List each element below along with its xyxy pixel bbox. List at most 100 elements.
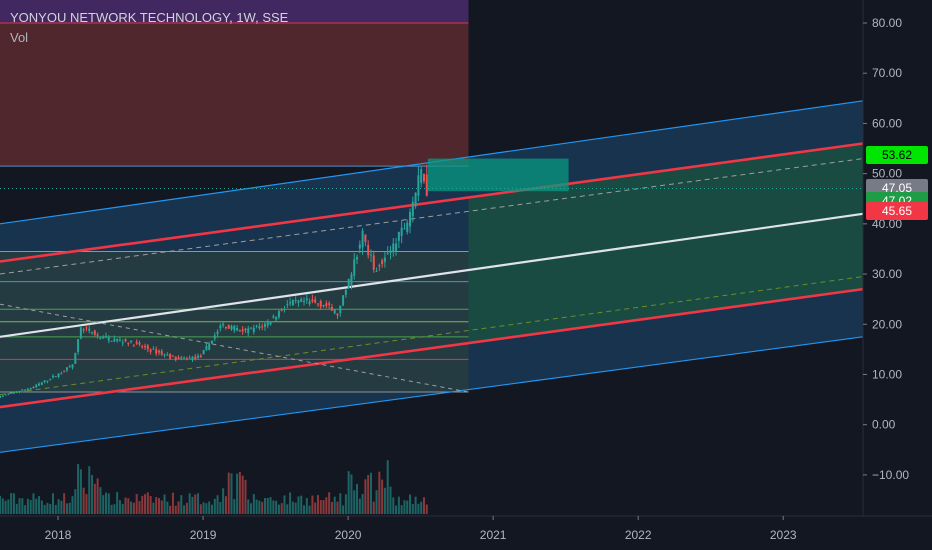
candle-body xyxy=(21,389,24,391)
volume-bar xyxy=(116,492,119,514)
volume-bar xyxy=(82,487,85,514)
candle-body xyxy=(224,326,227,329)
price-axis xyxy=(863,0,932,550)
candle-body xyxy=(26,388,29,390)
candle-body xyxy=(0,395,1,398)
candle-body xyxy=(425,174,428,196)
volume-bar xyxy=(1,498,4,514)
volume-bar xyxy=(102,495,105,514)
candle-body xyxy=(378,265,381,267)
volume-bar xyxy=(71,496,74,514)
volume-bar xyxy=(79,469,82,514)
candle-body xyxy=(197,355,200,358)
candle-body xyxy=(124,338,127,342)
y-tick-label: 40.00 xyxy=(872,217,902,231)
candle-body xyxy=(322,305,325,307)
candle-body xyxy=(381,260,384,265)
candle-body xyxy=(339,305,342,314)
candle-body xyxy=(130,340,133,343)
y-tick-label: −10.00 xyxy=(872,468,909,482)
volume-bar xyxy=(177,501,180,514)
volume-bar xyxy=(308,505,311,514)
volume-bar xyxy=(378,471,381,514)
candle-body xyxy=(219,325,222,329)
volume-bar xyxy=(202,502,205,514)
candle-body xyxy=(10,392,13,394)
volume-bar xyxy=(350,474,353,514)
candle-body xyxy=(77,339,80,353)
volume-bar xyxy=(395,505,398,514)
candle-body xyxy=(152,348,155,350)
candle-body xyxy=(406,222,409,232)
volume-bar xyxy=(277,504,280,514)
volume-bar xyxy=(155,497,158,514)
candle-body xyxy=(289,302,292,304)
volume-bar xyxy=(381,479,384,514)
candle-body xyxy=(96,334,99,336)
volume-bar xyxy=(364,479,367,514)
candle-body xyxy=(138,342,141,345)
candle-body xyxy=(74,352,77,364)
volume-bar xyxy=(51,493,54,514)
candle-body xyxy=(397,231,400,241)
volume-bar xyxy=(247,499,250,514)
volume-bar xyxy=(333,496,336,514)
candle-body xyxy=(18,391,21,393)
candle-body xyxy=(420,169,423,183)
candle-body xyxy=(280,309,283,311)
volume-bar xyxy=(199,504,202,514)
volume-bar xyxy=(275,500,278,514)
volume-bar xyxy=(219,501,222,514)
candle-body xyxy=(155,349,158,354)
x-tick-label: 2018 xyxy=(45,528,72,542)
candle-body xyxy=(110,340,113,342)
candle-body xyxy=(330,307,333,311)
candle-body xyxy=(205,346,208,350)
candle-body xyxy=(169,353,172,359)
volume-bar xyxy=(10,493,13,514)
candle-body xyxy=(263,323,266,327)
candle-body xyxy=(51,375,54,378)
time-axis xyxy=(0,516,932,550)
volume-bar xyxy=(280,503,283,514)
candle-body xyxy=(230,325,233,330)
volume-bar xyxy=(227,472,230,514)
volume-bar xyxy=(85,494,88,514)
candle-body xyxy=(342,295,345,306)
volume-bar xyxy=(180,495,183,514)
candle-body xyxy=(157,350,160,353)
candle-body xyxy=(60,373,63,375)
volume-bar xyxy=(12,493,15,514)
volume-bar xyxy=(289,492,292,514)
volume-bar xyxy=(252,494,255,514)
volume-bar xyxy=(367,475,370,514)
candle-body xyxy=(238,330,241,332)
candle-body xyxy=(160,351,163,355)
volume-bar xyxy=(141,495,144,514)
volume-bar xyxy=(208,501,211,514)
candle-body xyxy=(364,234,367,242)
candle-body xyxy=(294,300,297,302)
candle-body xyxy=(369,254,372,256)
candle-body xyxy=(79,327,82,339)
volume-bar xyxy=(138,501,141,514)
chart-title: YONYOU NETWORK TECHNOLOGY, 1W, SSE xyxy=(10,10,289,25)
candle-body xyxy=(286,304,289,306)
candle-body xyxy=(400,227,403,237)
volume-bar xyxy=(244,479,247,514)
candle-body xyxy=(24,389,27,391)
volume-bar xyxy=(191,496,194,514)
volume-bar xyxy=(124,497,127,514)
candle-body xyxy=(389,250,392,253)
volume-bar xyxy=(171,492,174,514)
candles xyxy=(0,164,428,399)
volume-bar xyxy=(160,500,163,514)
y-tick-label: 30.00 xyxy=(872,267,902,281)
candle-body xyxy=(316,303,319,305)
volume-bar xyxy=(205,503,208,514)
candle-body xyxy=(4,394,7,396)
y-ticks: 80.00 70.00 60.00 50.00 40.00 30.00 20.00 10.00… xyxy=(863,16,909,482)
candle-body xyxy=(411,201,414,217)
volume-bar xyxy=(425,504,428,514)
